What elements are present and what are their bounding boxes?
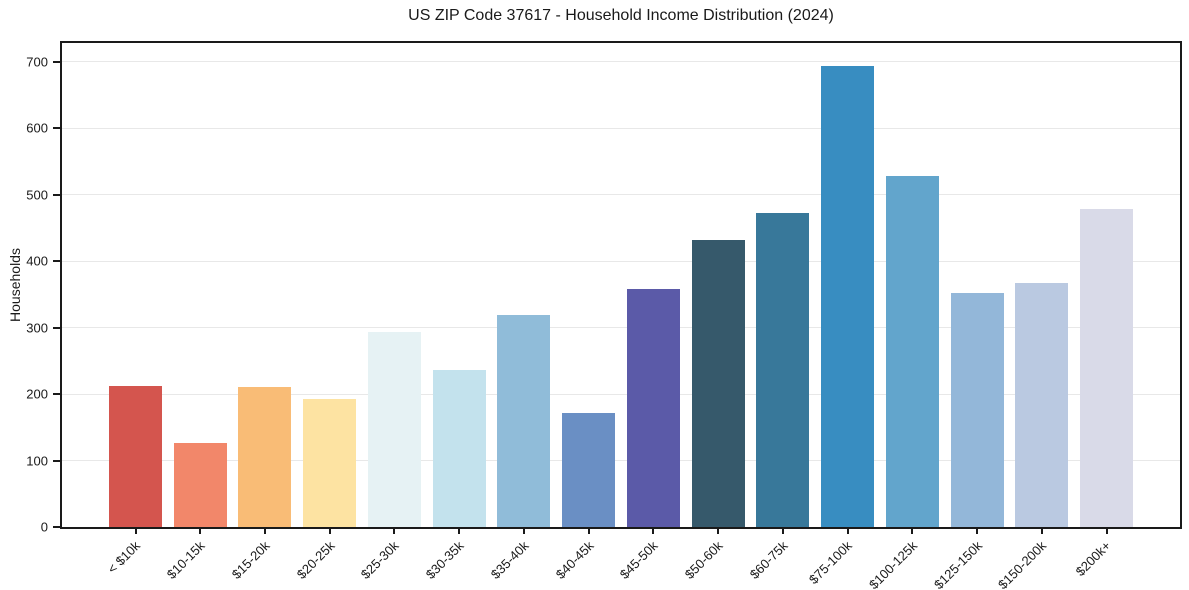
x-tick-label: $20-25k: [293, 538, 338, 582]
bar-$30-35k: [432, 370, 486, 527]
y-tick-label: 0: [40, 519, 48, 535]
x-tick-label: $150-200k: [995, 538, 1050, 590]
x-axis-tick: [911, 529, 914, 534]
bar-$150-200k: [1015, 283, 1069, 527]
x-axis-tick: [976, 529, 979, 534]
gridline: [62, 127, 1180, 129]
y-tick-label: 300: [26, 320, 48, 336]
x-tick-label: $25-30k: [358, 538, 403, 582]
gridline: [62, 327, 1180, 329]
gridline: [62, 61, 1180, 63]
x-axis-tick: [263, 529, 266, 534]
x-tick-label: $35-40k: [487, 538, 532, 582]
x-axis-tick: [458, 529, 461, 534]
x-tick-label: < $10k: [104, 538, 144, 577]
bar-$10-15k: [173, 443, 227, 527]
x-tick-label: $45-50k: [617, 538, 661, 582]
x-axis-tick: [717, 529, 720, 534]
y-axis-tick: [53, 193, 60, 196]
bar-$15-20k: [238, 386, 292, 527]
plot-area: 0 100 200 300 400 500 600 700 < $10k $10-15k $15-2…: [26, 43, 1180, 590]
y-axis-tick: [53, 326, 60, 329]
bar-$100-125k: [885, 175, 939, 527]
bar-$50-60k: [691, 239, 745, 527]
x-axis-tick: [587, 529, 590, 534]
y-tick-label: 100: [26, 453, 48, 469]
y-axis-tick: [53, 260, 60, 263]
bar-$25-30k: [367, 332, 421, 527]
y-tick-label: 400: [26, 253, 48, 269]
y-axis-tick: [53, 526, 60, 528]
x-tick-label: $200k+: [1073, 538, 1115, 580]
y-tick-label: 200: [26, 386, 48, 402]
x-tick-label: $60-75k: [746, 538, 791, 582]
x-axis-tick: [328, 529, 331, 534]
gridline: [62, 194, 1180, 196]
y-tick-label: 500: [26, 187, 48, 203]
bar-$200k+: [1080, 209, 1133, 527]
x-axis-tick: [1040, 529, 1043, 534]
y-axis-tick: [53, 127, 60, 130]
bar-$60-75k: [756, 213, 810, 527]
x-tick-label: $125-150k: [930, 538, 985, 590]
x-axis-tick: [781, 529, 784, 534]
gridline: [62, 460, 1180, 462]
y-axis-tick: [53, 459, 60, 462]
x-axis-tick: [652, 529, 655, 534]
chart-title: US ZIP Code 37617 - Household Income Dis…: [408, 7, 834, 24]
bar-$45-50k: [626, 289, 680, 527]
x-tick-label: $40-45k: [552, 538, 597, 582]
x-axis-tick: [134, 529, 137, 534]
y-axis-label: Households: [7, 248, 23, 322]
y-axis-tick: [53, 60, 60, 63]
x-tick-label: $50-60k: [681, 538, 726, 582]
x-tick-label: $15-20k: [228, 538, 273, 582]
x-axis-tick: [1105, 529, 1108, 534]
x-tick-label: $30-35k: [422, 538, 467, 582]
x-tick-label: $100-125k: [865, 538, 920, 590]
x-axis-tick: [522, 529, 525, 534]
bar-$75-100k: [821, 66, 875, 527]
x-axis-tick: [199, 529, 202, 534]
bar-$20-25k: [303, 399, 357, 527]
bar-$35-40k: [497, 314, 551, 527]
x-tick-label: $10-15k: [163, 538, 208, 582]
y-axis-tick: [53, 393, 60, 396]
bar-$125-150k: [950, 292, 1004, 527]
x-axis-tick: [393, 529, 396, 534]
x-tick-label: $75-100k: [806, 538, 856, 587]
bar-$40-45k: [562, 413, 616, 527]
gridline: [62, 393, 1180, 395]
bar-< $10k: [109, 386, 162, 527]
y-tick-label: 700: [26, 54, 48, 70]
gridline: [62, 260, 1180, 262]
y-tick-label: 600: [26, 120, 48, 136]
x-axis-tick: [846, 529, 849, 534]
